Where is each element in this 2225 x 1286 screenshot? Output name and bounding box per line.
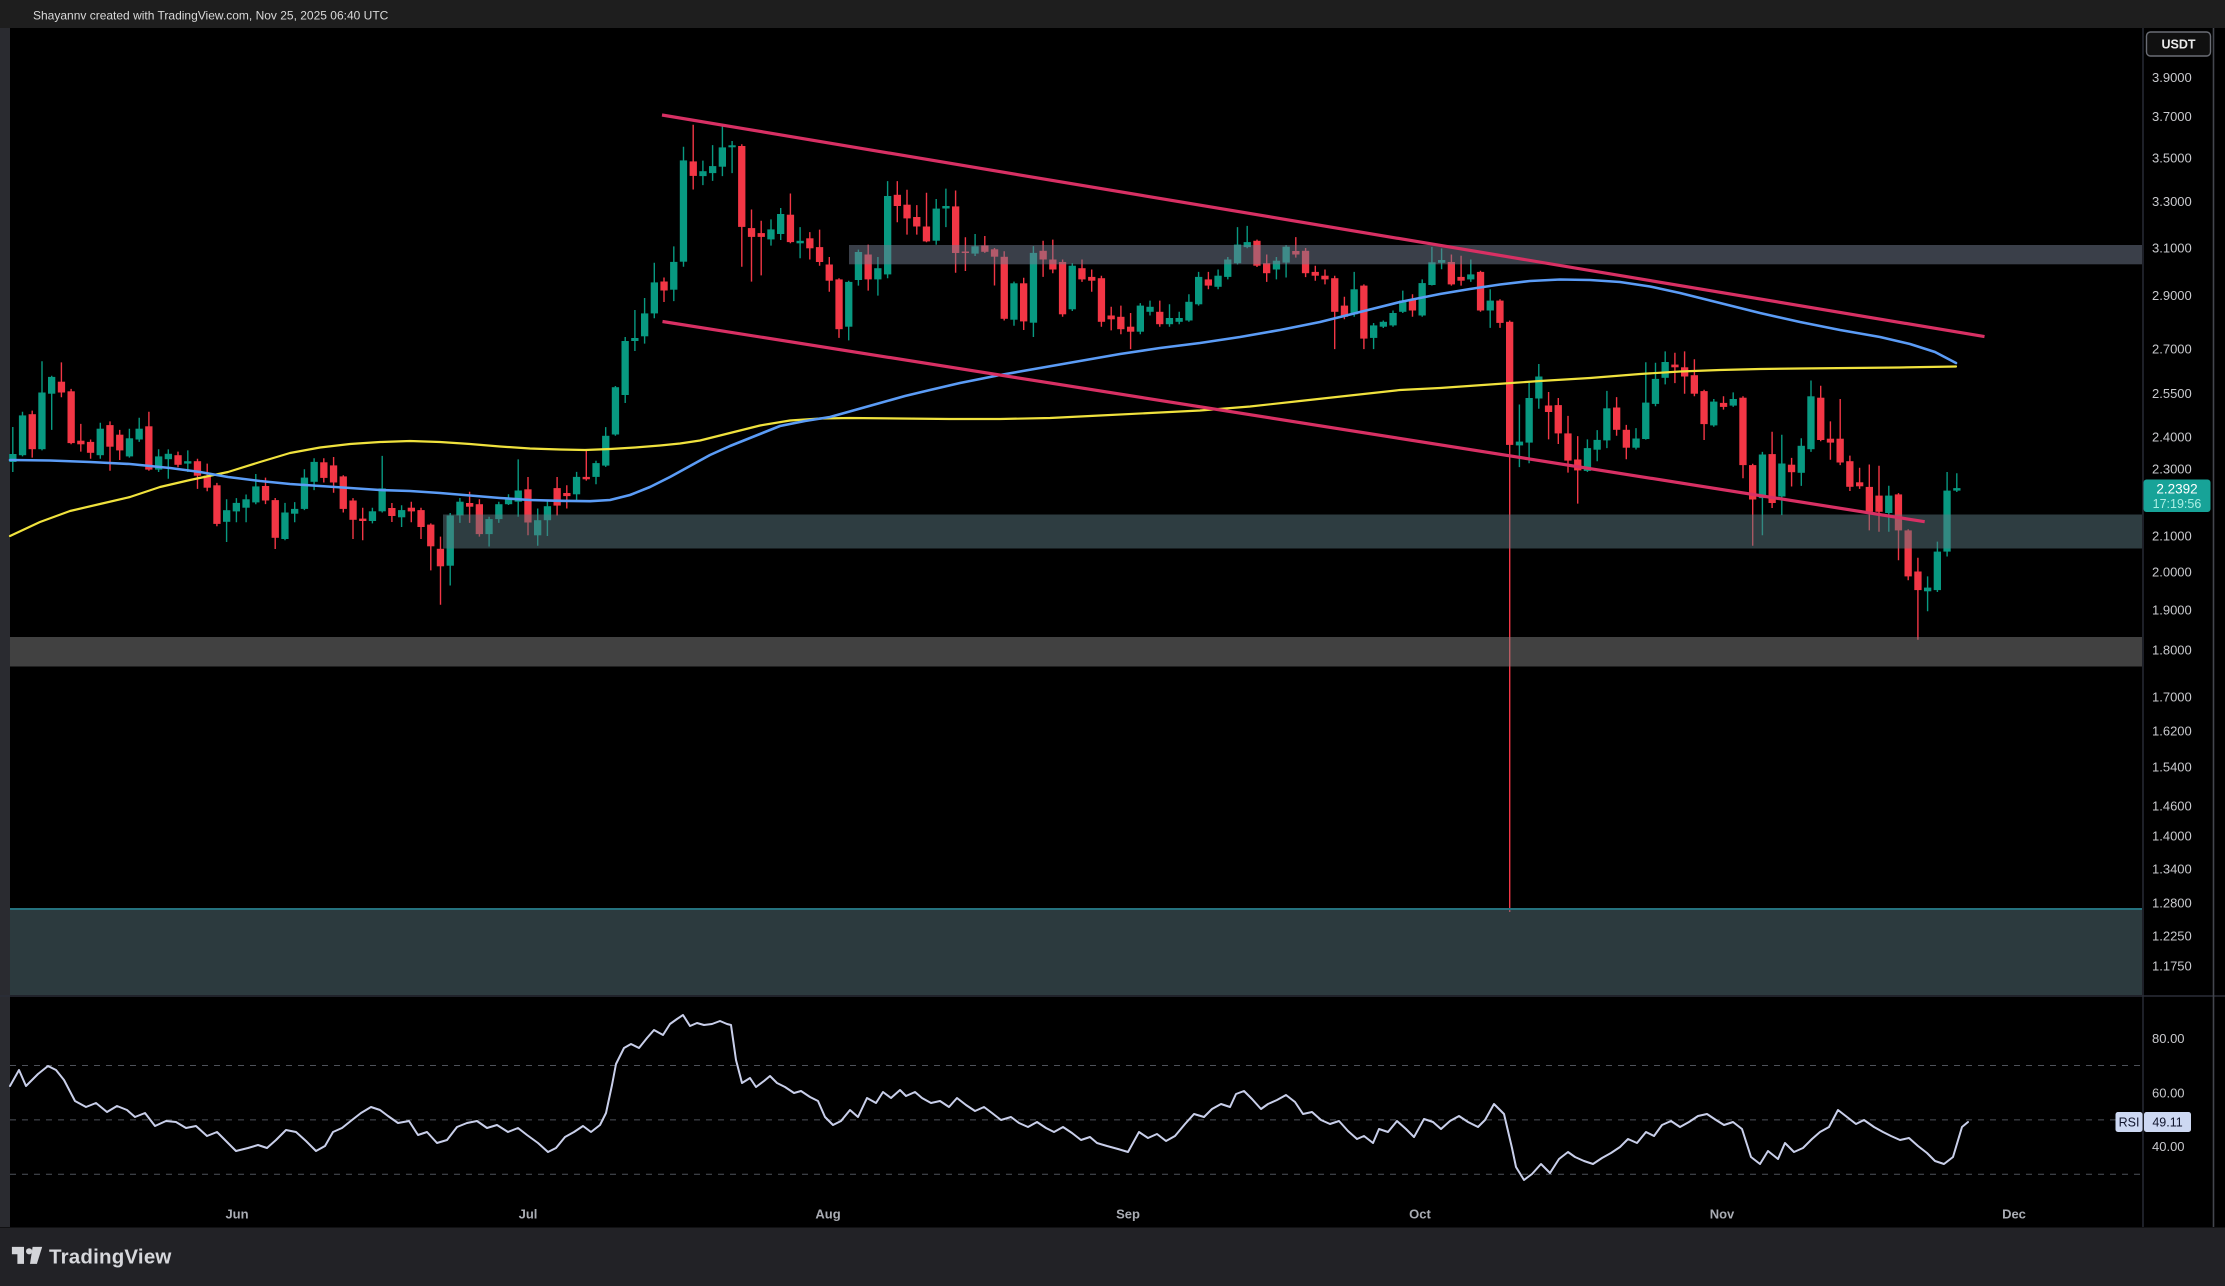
svg-text:17:19:56: 17:19:56 xyxy=(2153,497,2202,511)
svg-text:2.1000: 2.1000 xyxy=(2152,529,2192,544)
svg-text:2.7000: 2.7000 xyxy=(2152,342,2192,357)
svg-text:1.8000: 1.8000 xyxy=(2152,643,2192,658)
svg-text:Aug: Aug xyxy=(815,1207,840,1222)
svg-text:Jul: Jul xyxy=(519,1207,538,1222)
svg-text:80.00: 80.00 xyxy=(2152,1031,2185,1046)
svg-text:1.7000: 1.7000 xyxy=(2152,690,2192,705)
svg-text:3.3000: 3.3000 xyxy=(2152,194,2192,209)
svg-text:1.9000: 1.9000 xyxy=(2152,603,2192,618)
svg-text:2.0000: 2.0000 xyxy=(2152,565,2192,580)
svg-text:1.5400: 1.5400 xyxy=(2152,760,2192,775)
svg-text:3.5000: 3.5000 xyxy=(2152,150,2192,165)
svg-text:Dec: Dec xyxy=(2002,1207,2026,1222)
svg-text:RSI: RSI xyxy=(2119,1116,2140,1130)
svg-text:Shayannv created with TradingV: Shayannv created with TradingView.com, N… xyxy=(33,9,389,23)
svg-text:49.11: 49.11 xyxy=(2152,1116,2182,1130)
svg-text:1.4000: 1.4000 xyxy=(2152,829,2192,844)
svg-text:3.1000: 3.1000 xyxy=(2152,241,2192,256)
svg-text:2.9000: 2.9000 xyxy=(2152,288,2192,303)
svg-text:Sep: Sep xyxy=(1116,1207,1140,1222)
svg-text:Jun: Jun xyxy=(225,1207,248,1222)
svg-text:1.2250: 1.2250 xyxy=(2152,929,2192,944)
svg-text:TradingView: TradingView xyxy=(49,1246,172,1269)
svg-text:1.6200: 1.6200 xyxy=(2152,724,2192,739)
svg-text:60.00: 60.00 xyxy=(2152,1085,2185,1100)
svg-text:1.1750: 1.1750 xyxy=(2152,959,2192,974)
svg-text:Nov: Nov xyxy=(1710,1207,1735,1222)
svg-text:3.7000: 3.7000 xyxy=(2152,109,2192,124)
svg-text:2.5500: 2.5500 xyxy=(2152,386,2192,401)
svg-text:1.3400: 1.3400 xyxy=(2152,862,2192,877)
svg-text:Oct: Oct xyxy=(1409,1207,1431,1222)
svg-text:2.4000: 2.4000 xyxy=(2152,430,2192,445)
svg-text:1.4600: 1.4600 xyxy=(2152,799,2192,814)
svg-text:40.00: 40.00 xyxy=(2152,1139,2185,1154)
svg-text:3.9000: 3.9000 xyxy=(2152,70,2192,85)
svg-text:USDT: USDT xyxy=(2161,38,2195,52)
svg-text:2.2392: 2.2392 xyxy=(2156,482,2197,497)
svg-text:1.2800: 1.2800 xyxy=(2152,896,2192,911)
svg-text:2.3000: 2.3000 xyxy=(2152,462,2192,477)
